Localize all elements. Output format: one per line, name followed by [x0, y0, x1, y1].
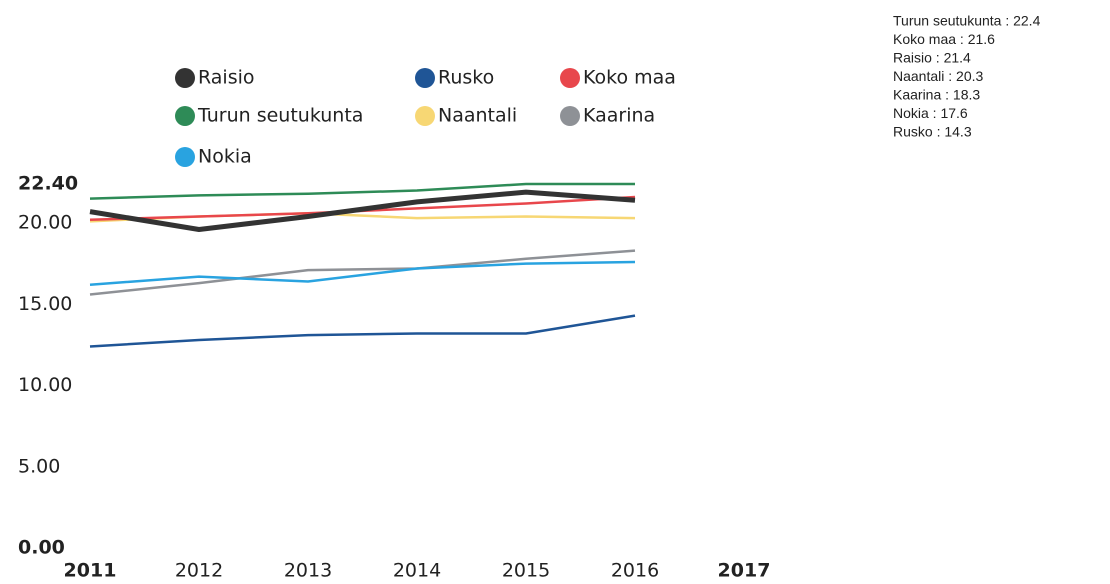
legend-marker: [560, 106, 580, 126]
legend-label: Nokia: [198, 146, 252, 168]
legend-label: Raisio: [198, 67, 255, 89]
annotation: Kaarina : 18.3: [893, 87, 980, 103]
annotation: Raisio : 21.4: [893, 50, 971, 66]
annotation: Koko maa : 21.6: [893, 31, 995, 47]
legend-marker: [175, 106, 195, 126]
y-tick-label: 22.40: [18, 173, 78, 195]
legend-label: Kaarina: [583, 105, 655, 127]
legend-marker: [415, 106, 435, 126]
annotation: Nokia : 17.6: [893, 105, 968, 121]
y-tick-label: 20.00: [18, 212, 72, 234]
y-tick-label: 0.00: [18, 537, 65, 559]
legend-label: Naantali: [438, 105, 517, 127]
legend-label: Rusko: [438, 67, 494, 89]
x-tick-label: 2012: [175, 560, 223, 582]
series-line: [89, 260, 636, 286]
x-tick-label: 2013: [284, 560, 332, 582]
y-tick-label: 15.00: [18, 293, 72, 315]
x-tick-label: 2011: [64, 560, 117, 582]
annotation: Rusko : 14.3: [893, 124, 972, 140]
legend-marker: [175, 147, 195, 167]
series-line: [89, 314, 636, 348]
legend-label: Turun seutukunta: [197, 105, 363, 127]
annotation: Naantali : 20.3: [893, 68, 983, 84]
x-tick-label: 2014: [393, 560, 441, 582]
y-tick-label: 10.00: [18, 374, 72, 396]
legend-marker: [175, 68, 195, 88]
legend-marker: [415, 68, 435, 88]
legend-label: Koko maa: [583, 67, 676, 89]
annotation: Turun seutukunta : 22.4: [893, 13, 1041, 29]
legend-marker: [560, 68, 580, 88]
y-tick-label: 5.00: [18, 455, 60, 477]
x-tick-label: 2017: [718, 560, 771, 582]
x-tick-label: 2016: [611, 560, 659, 582]
series-line: [89, 249, 636, 296]
series-line: [89, 189, 636, 232]
series-line: [89, 182, 635, 200]
x-tick-label: 2015: [502, 560, 550, 582]
